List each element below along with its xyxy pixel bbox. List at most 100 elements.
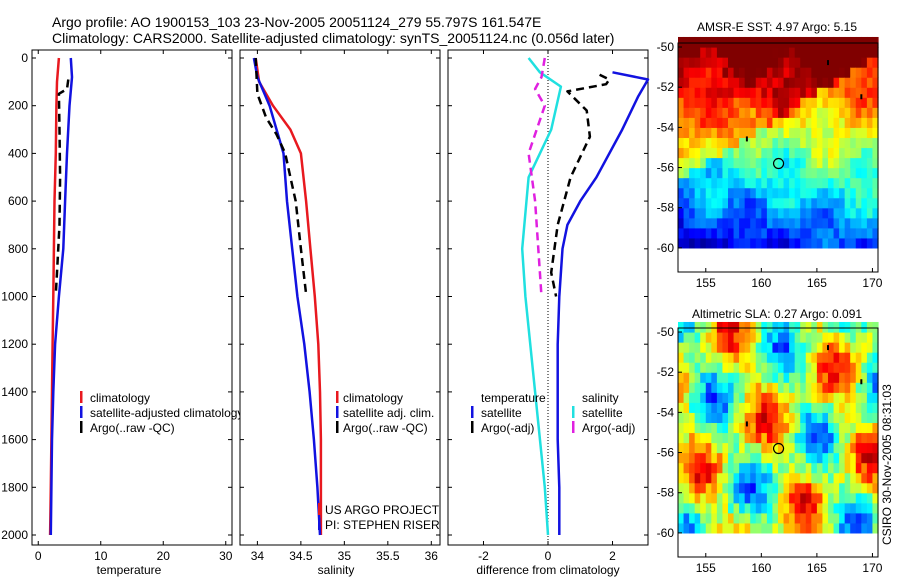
map-cell (716, 177, 724, 189)
map-cell (850, 97, 857, 108)
map-cell (722, 332, 729, 343)
map-cell (789, 227, 796, 239)
map-cell (866, 462, 874, 474)
map-cell (683, 402, 690, 413)
map-cell (700, 342, 707, 353)
map-cell (733, 67, 740, 78)
map-cell (689, 177, 696, 189)
map-cell (744, 502, 751, 514)
map-cell (850, 237, 857, 249)
map-cell (800, 342, 807, 353)
map-cell (855, 512, 862, 524)
map-cell (794, 157, 801, 169)
map-cell (789, 207, 796, 219)
map-cell (783, 452, 790, 464)
map-cell (778, 412, 785, 424)
map-cell (794, 67, 801, 78)
map-cell (716, 97, 724, 108)
map-cell (822, 502, 829, 514)
map-cell (794, 462, 801, 474)
map-cell (861, 97, 868, 108)
map-cell (689, 512, 696, 524)
map-cell (716, 422, 724, 434)
map-cell (811, 77, 818, 88)
map-cell (705, 177, 712, 189)
map-cell (678, 352, 685, 363)
map-cell (716, 207, 724, 219)
map-cell (839, 107, 846, 118)
map-cell (705, 422, 712, 434)
map-cell (728, 107, 735, 118)
map-cell (833, 512, 840, 524)
map-cell (694, 47, 701, 58)
map-cell (761, 147, 768, 159)
map-cell (750, 412, 757, 424)
map-cell (772, 36, 779, 48)
map-cell (761, 422, 768, 434)
map-cell (705, 362, 712, 373)
map-cell (705, 237, 712, 249)
map-cell (716, 402, 724, 413)
map-cell (711, 432, 718, 444)
map-cell (716, 482, 724, 494)
map-cell (783, 197, 790, 209)
map-cell (839, 227, 846, 239)
map-cell (811, 382, 818, 393)
map-cell (705, 147, 712, 159)
map-cell (744, 36, 751, 48)
map-cell (816, 197, 824, 209)
map-cell (850, 482, 857, 494)
map-cell (822, 217, 829, 229)
map-cell (844, 362, 851, 373)
legend-label-salinity-argo: Argo(-adj) (582, 421, 635, 435)
map-cell (783, 402, 790, 413)
map-cell (705, 512, 712, 524)
map-cell (844, 57, 851, 68)
map-cell (694, 432, 701, 444)
map-cell (816, 412, 824, 424)
map-cell (700, 362, 707, 373)
map-cell (872, 422, 879, 434)
map-cell (722, 342, 729, 353)
map-cell (816, 332, 824, 343)
map-cell (700, 207, 707, 219)
map-cell (833, 237, 840, 249)
map-cell (789, 157, 796, 169)
map-cell (739, 452, 746, 464)
map-cell (733, 482, 740, 494)
map-cell (855, 57, 862, 68)
map-cell (722, 57, 729, 68)
map-cell (794, 342, 801, 353)
map-cell (811, 127, 818, 139)
map-cell (700, 522, 707, 534)
map-cell (805, 442, 812, 454)
map-cell (744, 167, 751, 179)
map-cell (700, 482, 707, 494)
map-cell (828, 321, 835, 333)
map-cell (744, 217, 751, 229)
map-cell (694, 217, 701, 229)
map-cell (828, 462, 835, 474)
map-cell (744, 87, 751, 98)
map-cell (789, 512, 796, 524)
map-cell (728, 422, 735, 434)
map-cell (833, 217, 840, 229)
legend-label-salinity-satellite: satellite (582, 406, 623, 420)
map-cell (694, 117, 701, 128)
map-cell (850, 87, 857, 98)
map-cell (850, 372, 857, 383)
map-cell (678, 77, 685, 88)
map-cell (861, 502, 868, 514)
map-cell (850, 117, 857, 128)
map-cell (783, 492, 790, 504)
map-cell (805, 47, 812, 58)
map-cell (866, 207, 874, 219)
map-cell (794, 512, 801, 524)
map-cell (711, 57, 718, 68)
map-cell (683, 362, 690, 373)
map-cell (805, 177, 812, 189)
map-cell (844, 522, 851, 534)
map-cell (828, 207, 835, 219)
map-cell (750, 97, 757, 108)
map-cell (822, 237, 829, 249)
